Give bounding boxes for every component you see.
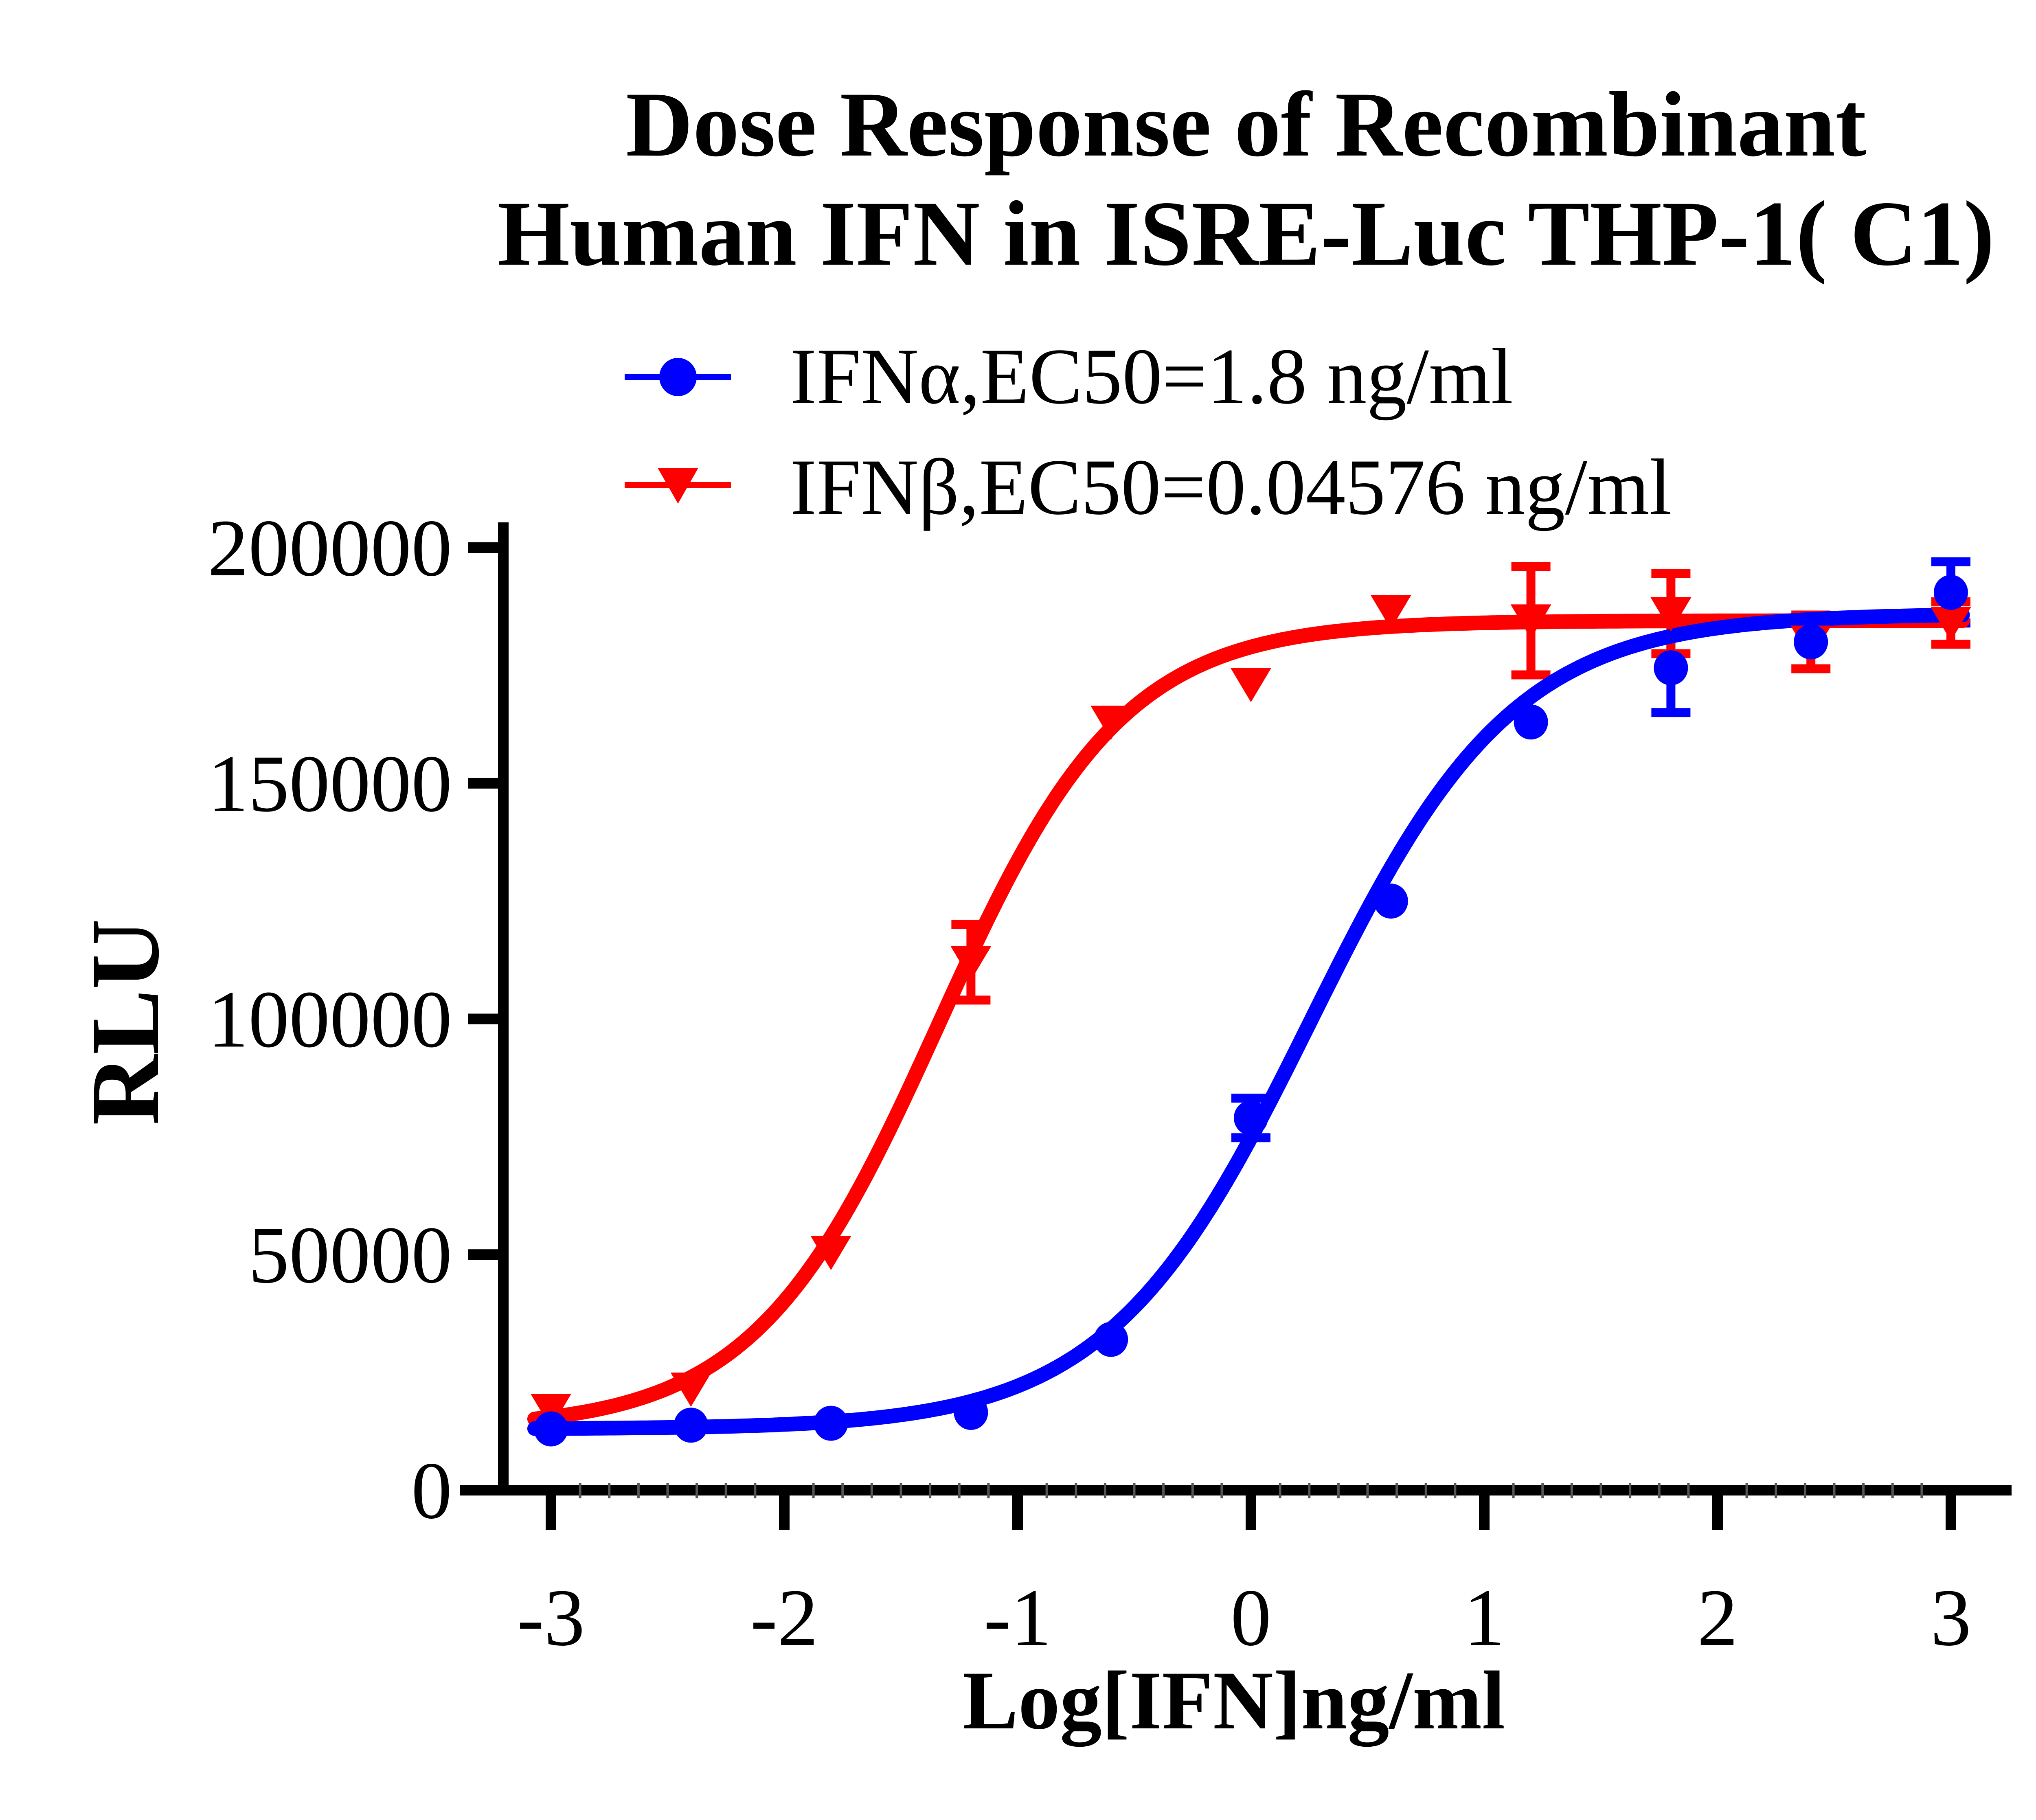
data-point-circle (1794, 624, 1828, 660)
data-point-triangle-down (1370, 595, 1411, 629)
legend-item-ifn-beta: IFNβ,EC50=0.04576 ng/ml (625, 443, 1672, 531)
y-tick-label: 100000 (208, 975, 452, 1065)
y-axis-label: RLU (71, 919, 179, 1125)
data-point-triangle-down (670, 1373, 711, 1407)
legend-label-ifn-alpha: IFNα,EC50=1.8 ng/ml (790, 332, 1513, 421)
data-point-triangle-down (950, 946, 992, 980)
chart-title-line1: Dose Response of Recombinant (626, 73, 1866, 176)
data-point-triangle-down (1650, 597, 1692, 632)
legend: IFNα,EC50=1.8 ng/ml IFNβ,EC50=0.04576 ng… (625, 332, 1672, 531)
x-tick-label: 3 (1931, 1573, 1971, 1663)
data-point-circle (1934, 575, 1968, 610)
x-axis-label: Log[IFN]ng/ml (963, 1654, 1505, 1747)
fit-curve-ifn-alpha (527, 607, 1970, 1436)
data-point-circle (534, 1411, 568, 1447)
data-point-triangle-down (531, 1394, 571, 1428)
data-point-circle (1373, 884, 1408, 919)
x-tick-label: -2 (750, 1573, 818, 1663)
data-point-triangle-down (1931, 607, 1971, 641)
y-tick-label: 200000 (208, 503, 452, 593)
y-tick-label: 0 (411, 1446, 452, 1536)
x-tick-label: -1 (984, 1573, 1052, 1663)
data-point-circle (1234, 1100, 1268, 1136)
data-point-circle (814, 1406, 848, 1441)
fit-curve-ifn-beta (527, 613, 1970, 1426)
data-point-circle (674, 1408, 708, 1443)
chart-title-line2: Human IFN in ISRE-Luc THP-1( C1) (498, 182, 1994, 285)
plot-area: -3 -2 -1 0 1 2 3 0 50000 100000 150000 200000 (208, 503, 2012, 1663)
x-tick-label: -3 (517, 1573, 585, 1663)
data-point-circle (1654, 650, 1688, 686)
data-point-triangle-down (1510, 604, 1551, 639)
data-point-triangle-down (1090, 706, 1132, 740)
data-point-triangle-down (1231, 668, 1271, 702)
data-point-circle (954, 1395, 988, 1430)
y-tick-label: 50000 (248, 1210, 452, 1300)
legend-label-ifn-beta: IFNβ,EC50=0.04576 ng/ml (790, 443, 1672, 531)
data-point-triangle-down (810, 1236, 851, 1270)
data-point-circle (1514, 704, 1548, 740)
legend-item-ifn-alpha: IFNα,EC50=1.8 ng/ml (625, 332, 1513, 421)
x-tick-label: 0 (1231, 1573, 1271, 1663)
legend-triangle-down-icon (658, 468, 698, 504)
y-tick-label: 150000 (208, 739, 452, 829)
legend-circle-icon (659, 358, 697, 396)
data-point-circle (1094, 1322, 1128, 1357)
x-tick-label: 1 (1464, 1573, 1505, 1663)
x-tick-label: 2 (1697, 1573, 1738, 1663)
